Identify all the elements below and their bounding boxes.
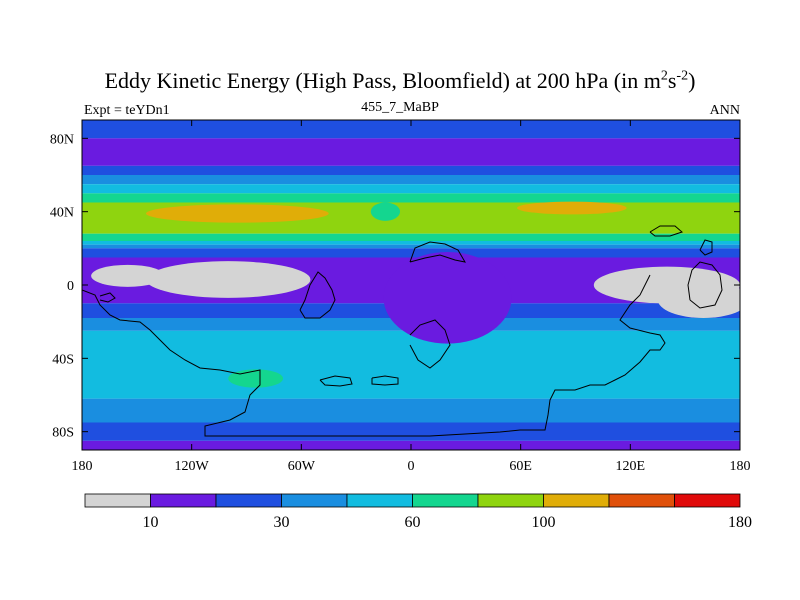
y-tick-label: 80N <box>50 132 74 147</box>
colorbar-label: 60 <box>405 514 421 531</box>
contour-band <box>82 138 740 166</box>
contour-band <box>82 244 740 249</box>
x-tick-label: 0 <box>408 459 415 474</box>
contour-band <box>82 193 740 203</box>
y-tick-label: 40N <box>50 206 74 221</box>
contour-patch <box>145 204 329 223</box>
y-tick-label: 40S <box>52 352 74 367</box>
contour-band <box>82 175 740 185</box>
colorbar-label: 180 <box>728 514 752 531</box>
contour-band <box>82 330 740 368</box>
run-label: 455_7_MaBP <box>361 100 439 115</box>
colorbar-box <box>412 493 479 508</box>
colorbar-box <box>543 493 610 508</box>
contour-fill <box>82 120 740 450</box>
contour-patch <box>228 369 284 388</box>
contour-band <box>82 120 740 139</box>
contour-band <box>82 233 740 241</box>
contour-band <box>82 398 740 423</box>
y-tick-label: 80S <box>52 426 74 441</box>
x-tick-label: 120E <box>616 459 646 474</box>
contour-patch <box>370 202 401 221</box>
contour-patch <box>657 281 740 318</box>
x-tick-label: 60W <box>288 459 316 474</box>
x-tick-label: 180 <box>730 459 751 474</box>
x-tick-label: 120W <box>175 459 210 474</box>
x-tick-label: 60E <box>509 459 532 474</box>
colorbar-box <box>346 493 413 508</box>
colorbar-box <box>477 493 544 508</box>
season-label: ANN <box>709 103 740 118</box>
coastline <box>82 225 723 437</box>
colorbar-label: 100 <box>532 514 556 531</box>
colorbar-label: 10 <box>143 514 159 531</box>
contour-band <box>82 165 740 175</box>
colorbar-box <box>215 493 282 508</box>
colorbar-box <box>608 493 675 508</box>
contour-patch <box>517 201 627 215</box>
colorbar: 10 30 60 100 180 <box>84 493 752 531</box>
colorbar-box <box>674 493 741 508</box>
contour-patch <box>91 264 165 287</box>
colorbar-label: 30 <box>274 514 290 531</box>
contour-patch <box>145 261 311 298</box>
axes: 180 120W 60W 0 60E 120E 180 80N 40N 0 40S 80S <box>50 120 751 474</box>
contour-band <box>82 422 740 441</box>
colorbar-box <box>150 493 217 508</box>
contour-band <box>82 248 740 258</box>
colorbar-box <box>281 493 348 508</box>
y-tick-label: 0 <box>67 279 74 294</box>
chart-title: Eddy Kinetic Energy (High Pass, Bloomfie… <box>104 68 696 93</box>
contour-band <box>82 241 740 245</box>
contour-patch <box>383 252 512 344</box>
experiment-label: Expt = teYDn1 <box>84 103 170 118</box>
contour-band <box>82 184 740 194</box>
colorbar-box <box>84 493 151 508</box>
x-tick-label: 180 <box>72 459 93 474</box>
contour-band <box>82 367 740 399</box>
